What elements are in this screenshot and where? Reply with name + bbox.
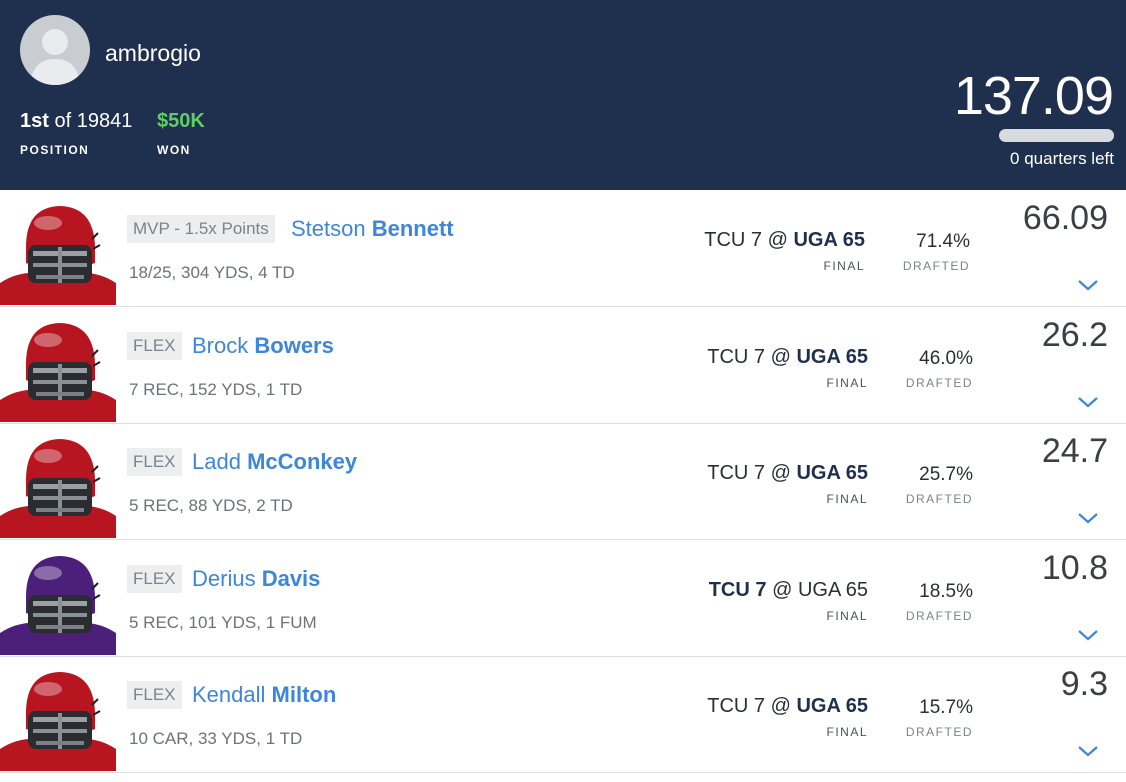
player-name-link[interactable]: Kendall Milton <box>192 680 336 710</box>
away-team-score: TCU 7 <box>708 578 767 601</box>
player-last-name: Milton <box>271 682 337 707</box>
game-matchup: TCU 7 @ UGA 65 <box>638 462 868 485</box>
player-row[interactable]: FLEX Ladd McConkey 5 REC, 88 YDS, 2 TD T… <box>0 424 1126 540</box>
game-status: FINAL <box>823 259 865 273</box>
matchup-at: @ <box>770 345 791 368</box>
player-points: 26.2 <box>1041 315 1108 354</box>
position-badge: FLEX <box>127 564 182 593</box>
uga-helmet-icon <box>0 672 116 771</box>
player-name-link[interactable]: Derius Davis <box>192 564 320 594</box>
player-points: 9.3 <box>1060 665 1108 703</box>
player-row[interactable]: FLEX Kendall Milton 10 CAR, 33 YDS, 1 TD… <box>0 657 1126 773</box>
player-row[interactable]: FLEX Brock Bowers 7 REC, 152 YDS, 1 TD T… <box>0 307 1126 424</box>
drafted-percent: 18.5% <box>919 580 973 602</box>
matchup-at: @ <box>772 578 793 601</box>
player-points: 24.7 <box>1041 432 1108 470</box>
drafted-percent: 25.7% <box>919 464 973 485</box>
username[interactable]: ambrogio <box>105 40 201 66</box>
player-statline: 5 REC, 101 YDS, 1 FUM <box>129 612 317 632</box>
matchup-at: @ <box>770 695 791 717</box>
player-name-link[interactable]: Brock Bowers <box>192 331 334 361</box>
player-first-name: Ladd <box>192 449 241 474</box>
player-statline: 18/25, 304 YDS, 4 TD <box>129 263 295 282</box>
player-statline: 10 CAR, 33 YDS, 1 TD <box>129 729 303 748</box>
chevron-down-icon[interactable] <box>1076 277 1100 293</box>
matchup-at: @ <box>770 462 791 484</box>
home-team-score: UGA 65 <box>797 578 868 601</box>
game-matchup: TCU 7 @ UGA 65 <box>638 346 868 369</box>
player-first-name: Derius <box>192 565 256 591</box>
player-name-link[interactable]: Stetson Bennett <box>291 214 454 244</box>
home-team-score: UGA 65 <box>796 695 868 717</box>
game-status: FINAL <box>826 375 868 390</box>
drafted-label: DRAFTED <box>905 492 973 506</box>
player-points: 66.09 <box>1022 199 1108 237</box>
player-statline: 5 REC, 88 YDS, 2 TD <box>129 496 293 515</box>
quarters-left: 0 quarters left <box>1010 149 1114 168</box>
home-team-score: UGA 65 <box>796 462 868 484</box>
drafted-percent: 71.4% <box>916 231 970 252</box>
drafted-label: DRAFTED <box>905 375 973 390</box>
position-badge: FLEX <box>127 448 182 476</box>
uga-helmet-icon <box>0 206 116 305</box>
chevron-down-icon[interactable] <box>1076 394 1100 410</box>
total-points: 137.09 <box>953 66 1114 126</box>
drafted-percent: 15.7% <box>919 697 973 718</box>
player-last-name: Bowers <box>254 332 334 358</box>
away-team-score: TCU 7 <box>707 462 766 484</box>
player-first-name: Stetson <box>291 216 366 241</box>
uga-helmet-icon <box>0 322 116 422</box>
game-matchup: TCU 7 @ UGA 65 <box>638 579 868 602</box>
position-badge: MVP - 1.5x Points <box>127 215 275 243</box>
position-stat: 1st of 19841 POSITION <box>20 110 132 157</box>
won-value: $50K <box>157 110 205 132</box>
chevron-down-icon[interactable] <box>1076 743 1100 759</box>
chevron-down-icon[interactable] <box>1076 510 1100 526</box>
home-team-score: UGA 65 <box>796 345 868 368</box>
player-points: 10.8 <box>1041 548 1108 587</box>
position-badge: FLEX <box>127 681 182 709</box>
player-last-name: Davis <box>261 565 321 591</box>
player-name-link[interactable]: Ladd McConkey <box>192 447 357 477</box>
player-last-name: Bennett <box>371 216 454 241</box>
game-matchup: TCU 7 @ UGA 65 <box>635 229 865 252</box>
player-row[interactable]: MVP - 1.5x Points Stetson Bennett 18/25,… <box>0 191 1126 307</box>
away-team-score: TCU 7 <box>707 345 766 368</box>
game-progress-bar <box>999 129 1114 142</box>
drafted-label: DRAFTED <box>902 259 970 273</box>
tcu-helmet-icon <box>0 555 116 655</box>
avatar[interactable] <box>20 15 90 85</box>
won-label: WON <box>157 143 191 157</box>
player-first-name: Brock <box>192 332 249 358</box>
away-team-score: TCU 7 <box>704 229 763 251</box>
chevron-down-icon[interactable] <box>1076 627 1100 643</box>
drafted-percent: 46.0% <box>919 347 973 369</box>
won-stat: $50K WON <box>157 110 205 157</box>
player-row[interactable]: FLEX Derius Davis 5 REC, 101 YDS, 1 FUM … <box>0 540 1126 657</box>
user-silhouette-icon <box>30 29 80 85</box>
home-team-score: UGA 65 <box>793 229 865 251</box>
lineup-header: ambrogio 1st of 19841 POSITION $50K WON … <box>0 0 1126 190</box>
player-last-name: McConkey <box>247 449 358 474</box>
uga-helmet-icon <box>0 439 116 538</box>
position-label: POSITION <box>20 143 90 157</box>
drafted-label: DRAFTED <box>905 725 973 739</box>
game-status: FINAL <box>826 492 868 506</box>
game-status: FINAL <box>826 725 868 739</box>
position-rank: 1st <box>20 110 49 132</box>
position-badge: FLEX <box>127 331 182 360</box>
game-matchup: TCU 7 @ UGA 65 <box>638 695 868 718</box>
game-status: FINAL <box>826 608 868 623</box>
drafted-label: DRAFTED <box>905 608 973 623</box>
player-first-name: Kendall <box>192 682 266 707</box>
away-team-score: TCU 7 <box>707 695 766 717</box>
matchup-at: @ <box>767 229 788 251</box>
player-statline: 7 REC, 152 YDS, 1 TD <box>129 379 303 399</box>
position-of-total: of 19841 <box>54 110 133 132</box>
